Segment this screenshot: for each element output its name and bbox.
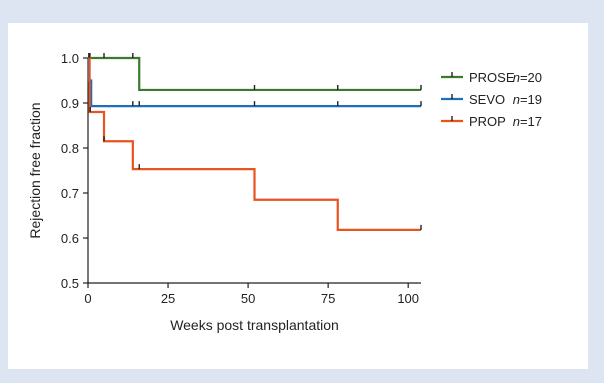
y-tick-label: 0.9 [61, 96, 79, 111]
legend-n: n=19 [513, 92, 542, 107]
x-tick-label: 100 [397, 291, 419, 306]
legend-item-sevo: SEVO n=19 [441, 92, 542, 107]
series-line-sevo [87, 56, 421, 108]
y-tick-label: 1.0 [61, 51, 79, 66]
x-tick-label: 25 [161, 291, 175, 306]
series-sevo [87, 56, 422, 108]
legend-item-prop: PROP n=17 [441, 114, 542, 129]
y-tick-label: 0.5 [61, 276, 79, 291]
x-tick-label: 50 [241, 291, 255, 306]
series-prose [88, 53, 422, 92]
series-line-prop [88, 56, 421, 231]
x-tick-label: 0 [84, 291, 91, 306]
y-tick-label: 0.7 [61, 186, 79, 201]
x-axis-label: Weeks post transplantation [170, 317, 339, 333]
series-prop [88, 53, 422, 231]
legend-n: n=17 [513, 114, 542, 129]
legend-label: PROSE [469, 70, 515, 85]
x-tick-label: 75 [321, 291, 335, 306]
y-tick-label: 0.8 [61, 141, 79, 156]
legend-label: PROP [469, 114, 506, 129]
axes: 0.5 0.6 0.7 0.8 0.9 1.0 0 25 50 75 100 [61, 51, 421, 306]
series-line-prose [88, 56, 421, 92]
y-tick-label: 0.6 [61, 231, 79, 246]
y-axis-label: Rejection free fraction [27, 102, 43, 238]
legend-n: n=20 [513, 70, 542, 85]
series-layer [87, 53, 422, 231]
chart-panel [8, 23, 588, 369]
legend-label: SEVO [469, 92, 505, 107]
